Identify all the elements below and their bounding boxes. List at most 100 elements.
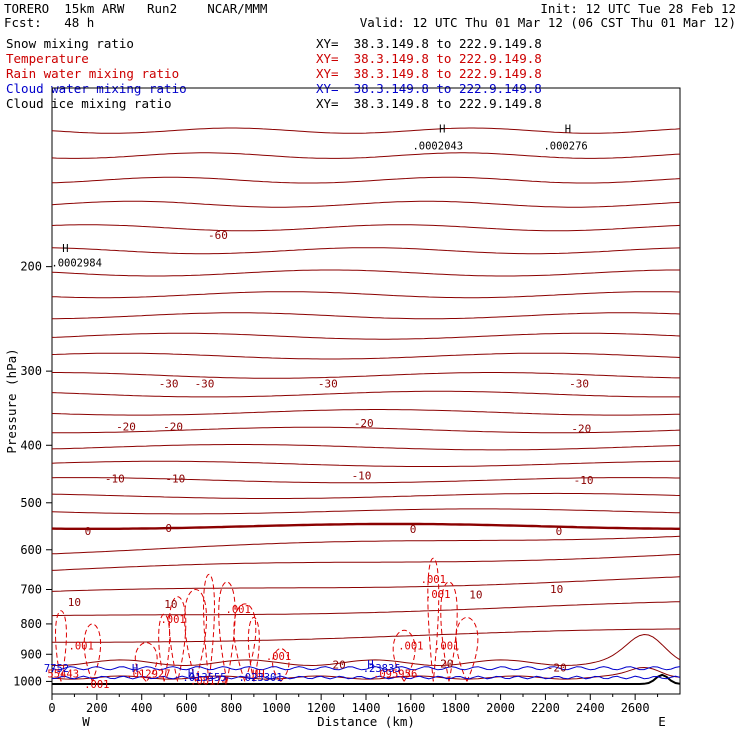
header-line2-right: Valid: 12 UTC Thu 01 Mar 12 (06 CST Thu … [359,15,736,30]
rain-label: .012927 [126,669,170,681]
temperature-label: 20 [440,657,453,670]
temperature-contour [51,247,681,255]
field-name: Rain water mixing ratio [6,66,180,81]
y-tick-label: 700 [20,583,42,597]
temperature-contour [51,535,681,555]
rain-label: .001 [160,614,185,626]
cloud-water-contour [51,675,681,680]
cloud-water-label: .023301 [238,672,282,684]
temperature-label: -20 [571,423,591,436]
terrain-line [52,673,681,685]
y-tick-label: 300 [20,364,42,378]
temperature-contour [52,312,681,320]
x-tick-label: 1400 [352,701,381,715]
x-tick-label: 1600 [396,701,425,715]
x-tick-label: 2000 [486,701,515,715]
temperature-contour [52,372,680,379]
temperature-label: -30 [195,378,215,391]
temperature-label: -10 [165,472,185,485]
field-name: Cloud ice mixing ratio [6,96,172,111]
x-end-label-west: W [82,714,90,729]
cloud-water-label: H [367,659,373,671]
temperature-label: -10 [352,470,372,483]
x-tick-label: 800 [221,701,243,715]
cloud-water-label: 7752 [44,663,69,675]
header-line1-right: Init: 12 UTC Tue 28 Feb 12 [540,1,736,16]
ice-label: H [565,123,571,135]
temperature-label: 10 [550,583,563,596]
rain-contour [55,610,67,682]
x-tick-label: 1000 [262,701,291,715]
temperature-contour [51,224,681,232]
temperature-contour [51,390,680,398]
temperature-label: 10 [68,596,81,609]
temperature-contour [51,601,681,617]
temperature-label: 0 [556,525,563,538]
rain-contour [247,616,260,682]
rain-contour [440,581,458,682]
temperature-label: 20 [332,659,345,672]
temperature-contour [51,522,680,530]
x-tick-label: 2200 [531,701,560,715]
temperature-label: -20 [354,417,374,430]
ice-label: .0002043 [412,141,463,153]
temperature-label: -30 [159,378,179,391]
plot-frame [51,87,681,695]
temperature-contour [51,291,681,299]
temperature-contour [51,444,681,451]
temperature-contour [51,269,680,277]
rain-label: .001 [69,641,94,653]
temperature-contour [52,426,681,434]
rain-label: .095956 [373,669,417,681]
rain-label: .001 [434,641,459,653]
temperature-label: -20 [547,661,567,674]
y-tick-label: 1000 [13,674,42,688]
temperature-contour [51,200,681,208]
rain-contour [203,573,215,682]
field-xy-range: XY= 38.3.149.8 to 222.9.149.8 [316,66,542,81]
rain-label: .08174 [190,676,228,688]
temperature-label: -10 [105,472,125,485]
snow-label: .0002984 [51,258,102,270]
y-tick-label: 400 [20,438,42,452]
temperature-label: -20 [163,421,183,434]
temperature-contour [51,460,680,467]
temperature-label: -30 [569,378,589,391]
y-axis-label: Pressure (hPa) [4,348,19,453]
cloud-water-label: .013555 [182,672,226,684]
temperature-contour [51,477,680,484]
rain-contour [233,603,257,682]
temperature-contour [51,352,681,360]
rain-label: .001 [421,574,446,586]
y-tick-label: 200 [20,260,42,274]
x-tick-label: 0 [48,701,55,715]
temperature-label: -30 [318,378,338,391]
y-tick-label: 500 [20,496,42,510]
field-name: Temperature [6,51,89,66]
temperature-contour [51,176,681,184]
rain-label: 55443 [47,669,79,681]
x-tick-label: 2600 [621,701,650,715]
temperature-label: 0 [85,525,92,538]
temperature-contour [51,553,681,571]
temperature-contour [51,633,681,667]
x-tick-label: 600 [176,701,198,715]
temperature-contour [51,492,681,499]
temperature-label: -10 [574,474,594,487]
rain-contour [184,589,207,682]
ice-label: H [439,123,445,135]
header-line2-left: Fcst: 48 h [4,15,95,30]
temperature-contour [51,332,681,340]
cloud-water-contour [51,666,681,671]
x-tick-label: 1200 [307,701,336,715]
cloud-water-label: H [132,663,138,675]
temperature-contour [51,508,681,515]
y-tick-label: 900 [20,647,42,661]
field-name: Snow mixing ratio [6,36,134,51]
rain-label: .001 [266,651,291,663]
rain-contour [83,623,102,682]
temperature-contour [51,666,681,680]
temperature-label: 10 [469,589,482,602]
rain-contour [427,557,440,682]
rain-contour [158,613,171,682]
